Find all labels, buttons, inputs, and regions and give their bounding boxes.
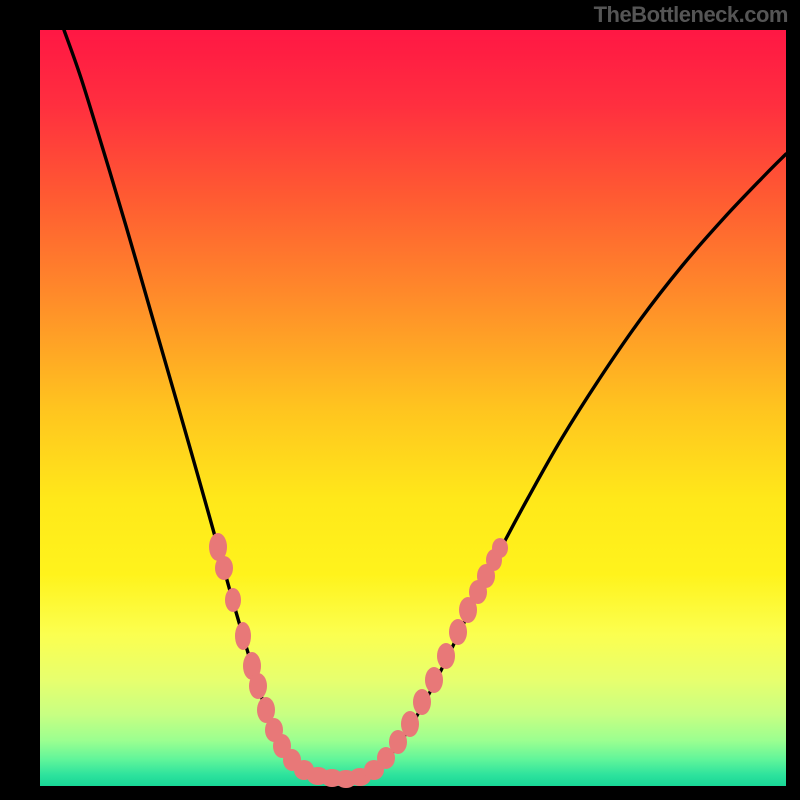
curve-marker	[235, 622, 251, 650]
curve-marker	[437, 643, 455, 669]
attribution-label: TheBottleneck.com	[594, 2, 788, 28]
curve-marker	[492, 538, 508, 558]
gradient-background	[40, 30, 786, 786]
chart-container: TheBottleneck.com	[0, 0, 800, 800]
curve-marker	[401, 711, 419, 737]
curve-marker	[425, 667, 443, 693]
bottleneck-chart	[0, 0, 800, 800]
curve-marker	[215, 556, 233, 580]
curve-marker	[413, 689, 431, 715]
curve-marker	[249, 673, 267, 699]
curve-marker	[449, 619, 467, 645]
curve-marker	[225, 588, 241, 612]
